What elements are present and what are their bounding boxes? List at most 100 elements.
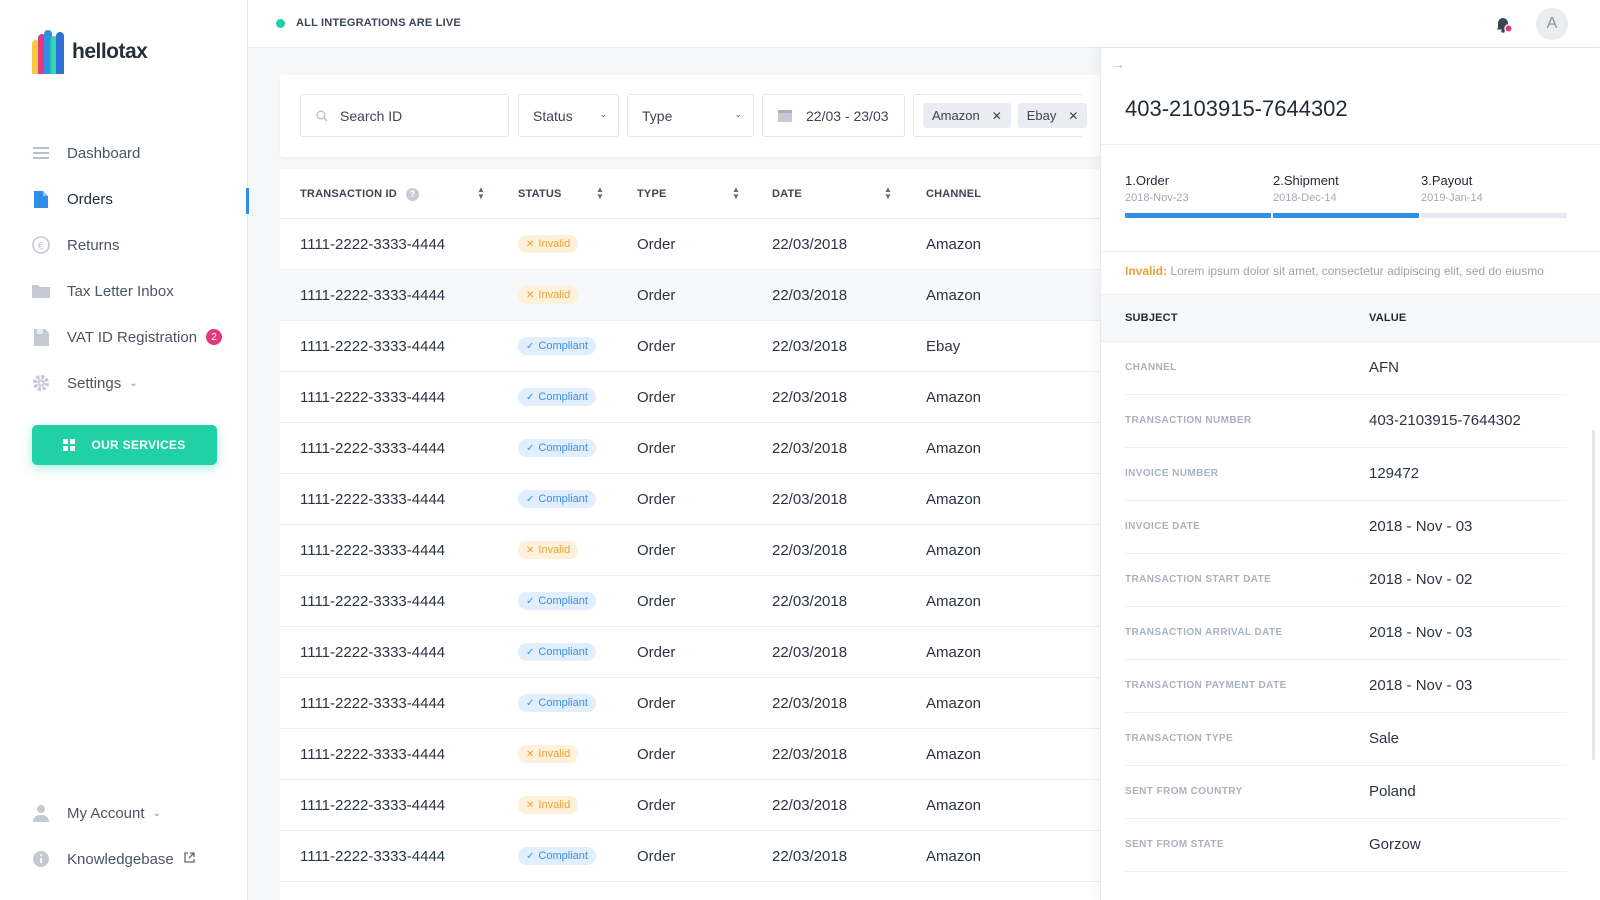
status-select[interactable]: Status ⌄: [518, 94, 619, 137]
table-row[interactable]: 1111-2222-3333-4444 ✕ Invalid Order 22/03/20…: [280, 729, 1100, 780]
detail-value: AFN: [1369, 359, 1399, 376]
progress-steps: 1.Order 2018-Nov-23 2.Shipment 2018-Dec-…: [1101, 144, 1600, 252]
detail-subject: CHANNEL: [1125, 362, 1177, 373]
cell-date: 22/03/2018: [772, 694, 848, 712]
status-badge: ✕ Invalid: [518, 796, 579, 814]
external-link-icon: [184, 850, 195, 868]
detail-row: INVOICE DATE 2018 - Nov - 03: [1125, 501, 1567, 554]
type-select[interactable]: Type ⌄: [627, 94, 754, 137]
top-bar: ALL INTEGRATIONS ARE LIVE A: [248, 0, 1600, 48]
integration-status-text: ALL INTEGRATIONS ARE LIVE: [296, 17, 461, 29]
detail-table-header: SUBJECT VALUE: [1101, 294, 1600, 342]
hellotax-logo-icon: [32, 30, 64, 74]
panel-scrollbar[interactable]: [1592, 430, 1595, 760]
column-header-label: CHANNEL: [926, 188, 982, 200]
check-icon: ✓: [526, 493, 535, 505]
cell-type: Order: [637, 490, 676, 508]
sidebar-item-returns[interactable]: € Returns: [0, 222, 248, 268]
column-header-transaction-id[interactable]: TRANSACTION ID ?: [300, 169, 419, 219]
status-badge-label: Compliant: [538, 442, 588, 454]
cell-type: Order: [637, 388, 676, 406]
our-services-button[interactable]: OUR SERVICES: [32, 425, 217, 465]
sort-icon[interactable]: ▲ ▼: [596, 185, 604, 201]
column-header-label: STATUS: [518, 188, 562, 200]
channel-filter[interactable]: Amazon ✕ Ebay ✕: [913, 94, 1088, 137]
cell-status: ✓ Compliant: [518, 474, 596, 524]
table-row[interactable]: 1111-2222-3333-4444 ✕ Invalid Order 22/03/20…: [280, 525, 1100, 576]
arrow-right-icon[interactable]: →: [1111, 56, 1125, 72]
integration-status: ALL INTEGRATIONS ARE LIVE: [276, 17, 461, 29]
cell-channel: Amazon: [926, 694, 982, 712]
status-badge: ✓ Compliant: [518, 388, 596, 406]
status-badge: ✕ Invalid: [518, 745, 579, 763]
table-row[interactable]: 1111-2222-3333-4444 ✓ Compliant Order 22/03/…: [280, 627, 1100, 678]
cell-type: Order: [637, 439, 676, 457]
cell-type: Order: [637, 745, 676, 763]
detail-subject: SENT FROM COUNTRY: [1125, 786, 1243, 797]
cell-date: 22/03/2018: [772, 490, 848, 508]
column-header-channel[interactable]: CHANNEL: [926, 169, 981, 219]
table-row[interactable]: 1111-2222-3333-4444 ✕ Invalid Order 22/03/20…: [280, 219, 1100, 270]
check-icon: ✓: [526, 646, 535, 658]
sidebar-item-settings[interactable]: Settings ⌄: [0, 360, 248, 406]
table-row[interactable]: 1111-2222-3333-4444 ✕ Invalid Order 22/03/20…: [280, 270, 1100, 321]
table-row[interactable]: 1111-2222-3333-4444 ✓ Compliant Order 22/03/…: [280, 321, 1100, 372]
search-icon: [316, 110, 328, 122]
help-icon[interactable]: ?: [405, 187, 419, 201]
app-logo[interactable]: hellotax: [32, 30, 148, 74]
detail-subject: TRANSACTION TYPE: [1125, 733, 1234, 744]
table-row[interactable]: 1111-2222-3333-4444 ✓ Compliant Order 22/03/…: [280, 576, 1100, 627]
cell-channel: Amazon: [926, 286, 982, 304]
table-row[interactable]: 1111-2222-3333-4444 ✓ Compliant Order 22/03/…: [280, 423, 1100, 474]
sidebar-item-vat-id-registration[interactable]: VAT ID Registration 2: [0, 314, 248, 360]
cell-channel: Amazon: [926, 592, 982, 610]
cell-channel: Amazon: [926, 796, 982, 814]
cell-transaction-id: 1111-2222-3333-4444: [300, 439, 446, 457]
table-row[interactable]: 1111-2222-3333-4444 ✕ Invalid Order 22/03/20…: [280, 780, 1100, 831]
cell-date: 22/03/2018: [772, 592, 848, 610]
close-icon[interactable]: ✕: [991, 108, 1002, 123]
sidebar-item-orders[interactable]: Orders: [0, 176, 249, 222]
table-row[interactable]: 1111-2222-3333-4444 ✓ Compliant Order 22/03/…: [280, 678, 1100, 729]
check-icon: ✓: [526, 850, 535, 862]
cross-icon: ✕: [526, 238, 535, 250]
bell-icon[interactable]: [1494, 14, 1514, 34]
cell-date: 22/03/2018: [772, 796, 848, 814]
save-icon: [32, 328, 50, 346]
our-services-label: OUR SERVICES: [91, 438, 186, 452]
column-header-status[interactable]: STATUS: [518, 169, 562, 219]
step-progress-bar: [1273, 213, 1419, 218]
step-label: 2.Shipment: [1273, 173, 1339, 188]
sort-icon[interactable]: ▲ ▼: [477, 185, 485, 201]
chip-label: Amazon: [932, 108, 980, 123]
sidebar-item-my-account[interactable]: My Account ⌄: [0, 790, 248, 836]
column-header-value: VALUE: [1369, 312, 1407, 324]
detail-value: 2018 - Nov - 03: [1369, 677, 1473, 694]
cell-status: ✓ Compliant: [518, 576, 596, 626]
cross-icon: ✕: [526, 544, 535, 556]
sidebar-item-dashboard[interactable]: Dashboard: [0, 130, 248, 176]
sidebar-item-knowledgebase[interactable]: Knowledgebase: [0, 836, 248, 882]
table-row[interactable]: 1111-2222-3333-4444 ✓ Compliant Order 22/03/…: [280, 474, 1100, 525]
column-header-date[interactable]: DATE: [772, 169, 802, 219]
sort-icon[interactable]: ▲ ▼: [732, 185, 740, 201]
table-row[interactable]: 1111-2222-3333-4444 ✓ Compliant Order 22/03/…: [280, 831, 1100, 882]
status-badge: ✓ Compliant: [518, 592, 596, 610]
type-select-value: Type: [642, 107, 673, 124]
check-icon: ✓: [526, 340, 535, 352]
status-badge-label: Invalid: [538, 544, 571, 556]
cell-type: Order: [637, 796, 676, 814]
sidebar-item-tax-letter-inbox[interactable]: Tax Letter Inbox: [0, 268, 248, 314]
avatar[interactable]: A: [1536, 8, 1568, 40]
detail-value: 403-2103915-7644302: [1369, 412, 1521, 429]
table-row[interactable]: 1111-2222-3333-4444 ✓ Compliant Order 22/03/…: [280, 372, 1100, 423]
column-header-type[interactable]: TYPE: [637, 169, 667, 219]
check-icon: ✓: [526, 442, 535, 454]
cell-date: 22/03/2018: [772, 847, 848, 865]
close-icon[interactable]: ✕: [1068, 108, 1079, 123]
date-range-picker[interactable]: 22/03 - 23/03: [762, 94, 905, 137]
search-input[interactable]: Search ID: [300, 94, 509, 137]
cell-type: Order: [637, 694, 676, 712]
sort-icon[interactable]: ▲ ▼: [884, 185, 892, 201]
cell-type: Order: [637, 592, 676, 610]
